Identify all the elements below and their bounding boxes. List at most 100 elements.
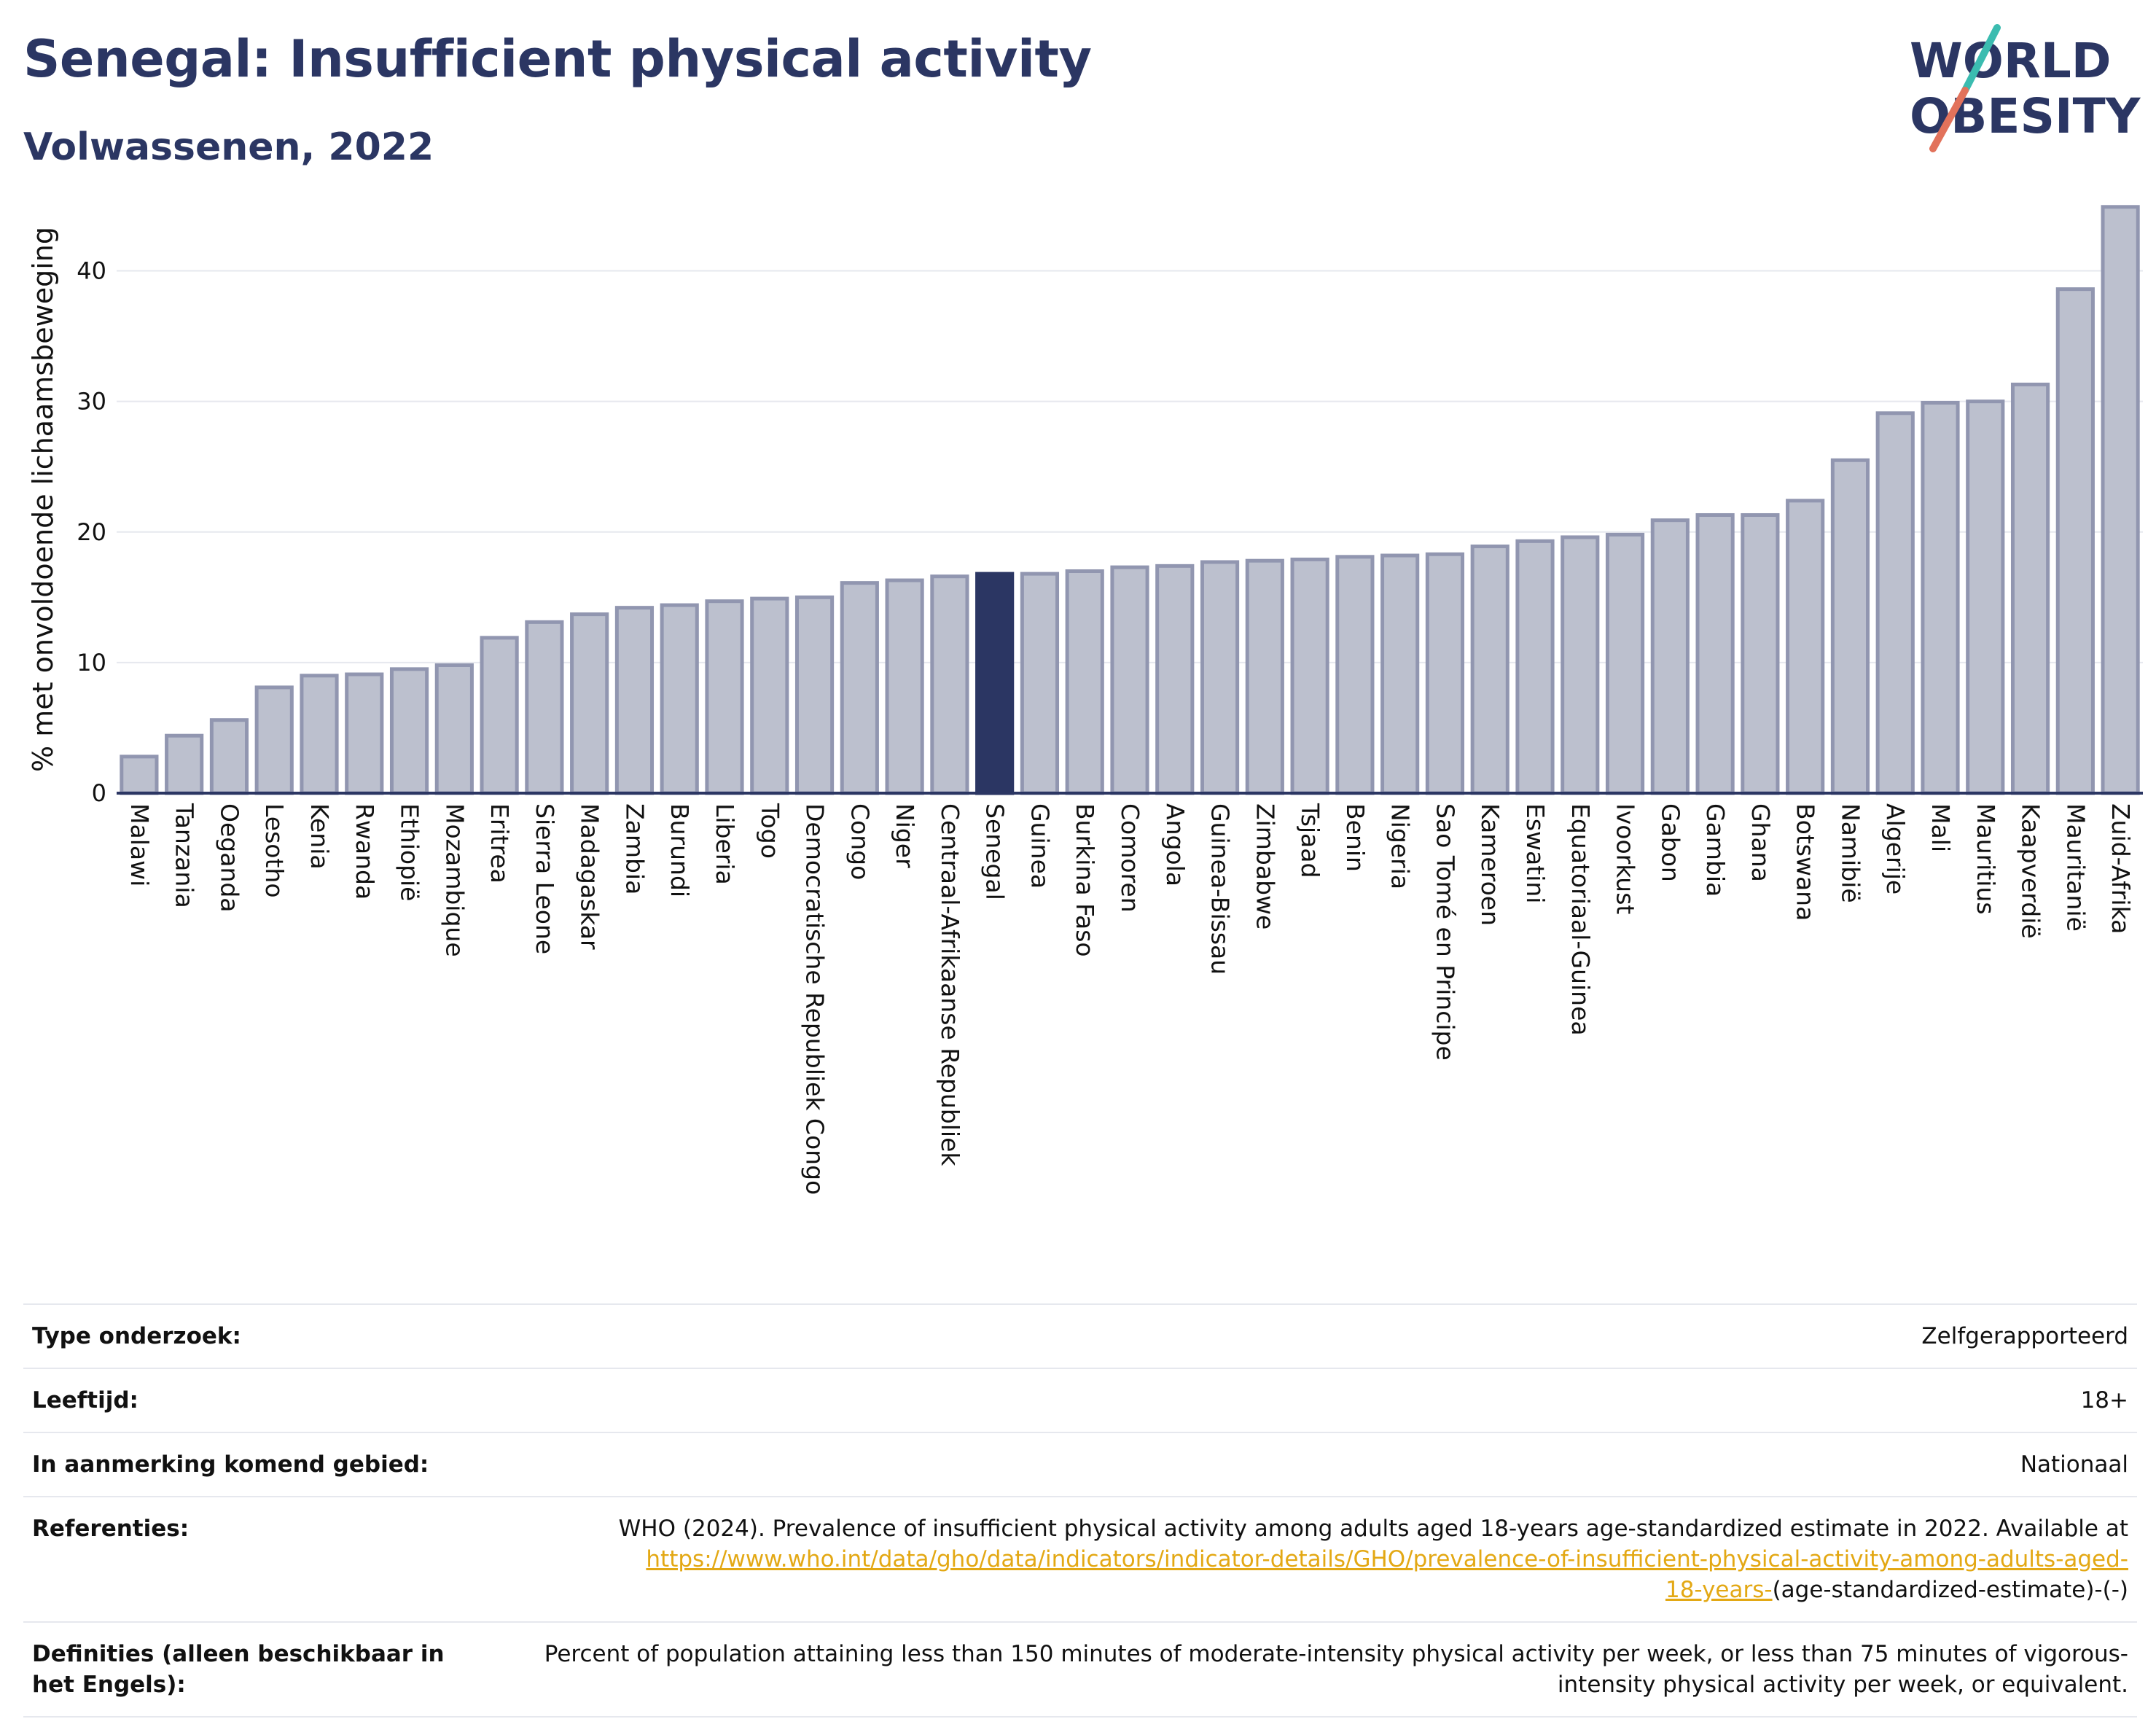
x-tick-label: Zuid-Afrika [2106,803,2135,934]
y-tick-label: 10 [77,649,106,677]
bar [525,620,564,795]
y-tick-label: 0 [92,779,106,807]
x-tick-label: Eswatini [1521,803,1550,903]
logo-line1: WORLD [1910,33,2112,89]
x-tick-label: Angola [1161,803,1190,886]
chart-title: Senegal: Insufficient physical activity [23,29,1092,89]
meta-row-references: Referenties: WHO (2024). Prevalence of i… [23,1497,2137,1622]
bar [1605,532,1645,795]
x-tick-label: Gambia [1701,803,1730,897]
bar [1875,411,1915,795]
bars [120,205,2140,795]
reference-link-part2: 18-years- [1665,1577,1773,1603]
x-tick-label: Kaapverdië [2017,803,2045,939]
x-tick-label: Comoren [1116,803,1144,913]
bar-highlighted [975,572,1015,795]
logo-slash-teal [1961,24,2001,94]
bar [1741,512,1780,795]
x-tick-label: Tanzania [171,803,199,908]
x-tick-label: Burkina Faso [1071,803,1099,957]
x-tick-label: Congo [845,803,874,880]
x-tick-label: Tsjaad [1296,803,1324,878]
meta-row-definitions: Definities (alleen beschikbaar in het En… [23,1622,2137,1717]
meta-key-area: In aanmerking komend gebied: [32,1451,429,1478]
x-tick-label: Ghana [1746,803,1775,882]
x-tick-label: Namibië [1836,803,1864,903]
bar [1695,512,1735,795]
bar [1425,552,1465,795]
y-axis-label: % met onvoldoende lichaamsbeweging [27,227,59,772]
reference-link[interactable]: https://www.who.int/data/gho/data/indica… [646,1546,2128,1603]
bar [120,755,159,795]
bar [750,596,789,795]
x-tick-label: Burundi [665,803,694,897]
bar [660,603,699,795]
bar [1921,400,1960,795]
x-tick-label: Ivoorkust [1612,803,1640,914]
x-tick-label: Niger [891,803,919,868]
reference-suffix: (age-standardized-estimate)-(-) [1772,1577,2128,1603]
bar [209,718,249,795]
x-tick-label: Gabon [1656,803,1684,882]
bar [1155,564,1195,795]
reference-text: WHO (2024). Prevalence of insufficient p… [618,1516,2128,1542]
chart-subtitle: Volwassenen, 2022 [23,125,434,169]
bar [434,663,474,795]
x-tick-label: Botswana [1792,803,1820,921]
x-tick-label: Mozambique [440,803,469,957]
bar [1561,535,1600,795]
bar [1245,558,1284,795]
bar [389,667,429,795]
x-tick-label: Centraal-Afrikaanse Republiek [936,803,964,1166]
bar [1650,518,1690,795]
x-tick-label: Zimbabwe [1251,803,1279,929]
x-tick-label: Malawi [125,803,154,886]
x-tick-label: Eritrea [485,803,514,884]
logo-line2: OBESITY [1910,88,2141,144]
meta-row: In aanmerking komend gebied: Nationaal [23,1432,2137,1497]
y-tick-label: 30 [77,388,106,416]
bar [1020,572,1060,795]
bar [705,599,744,795]
bar [1830,458,1870,795]
meta-row: Type onderzoek: Zelfgerapporteerd [23,1304,2137,1368]
y-tick-labels: 0 10 20 30 40 [77,257,106,807]
x-tick-label: Rwanda [351,803,379,900]
x-tick-label: Zambia [620,803,649,894]
meta-key-definitions: Definities (alleen beschikbaar in het En… [32,1641,445,1698]
x-tick-label: Liberia [711,803,739,885]
reference-link-part1: https://www.who.int/data/gho/data/indica… [646,1546,2128,1572]
bar [165,733,204,795]
bar [2010,382,2050,795]
meta-value-age: 18+ [2080,1387,2128,1414]
meta-value-references: WHO (2024). Prevalence of insufficient p… [493,1497,2137,1622]
bar [300,674,339,795]
x-tick-label: Lesotho [260,803,289,898]
bar [2055,287,2095,795]
bar [1290,557,1329,795]
x-tick-label: Guinea [1026,803,1054,889]
x-tick-label: Togo [756,803,784,859]
bar [1200,560,1240,795]
bar [1515,539,1555,795]
bar [794,595,835,795]
meta-value-survey-type: Zelfgerapporteerd [1921,1323,2128,1349]
x-tick-label: Mauritanië [2061,803,2090,932]
y-tick-label: 40 [77,257,106,285]
bar [885,578,924,795]
x-tick-label: Sierra Leone [531,803,559,954]
bar [930,574,969,795]
bar [1380,553,1420,795]
x-tick-label: Kameroen [1476,803,1504,926]
x-tick-label: Equatoriaal-Guinea [1566,803,1595,1036]
bar [570,612,609,795]
x-tick-label: Nigeria [1386,803,1415,889]
bar [840,581,879,795]
x-tick-label: Kenia [305,803,334,870]
x-tick-label: Mauritius [1972,803,2000,915]
bar [1335,555,1375,795]
bar [1110,565,1149,795]
logo-slash-coral [1929,87,1969,152]
x-tick-label: Senegal [981,803,1009,900]
meta-key-survey-type: Type onderzoek: [32,1323,241,1349]
